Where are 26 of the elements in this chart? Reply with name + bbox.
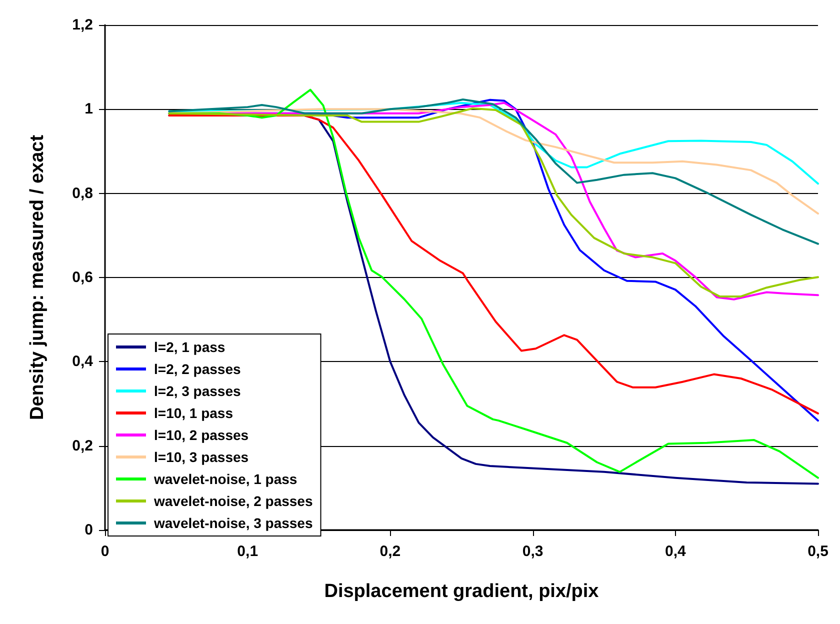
y-tick-label: 0,6 xyxy=(72,269,93,286)
x-axis-title: Displacement gradient, pix/pix xyxy=(324,581,600,602)
y-tick-label: 0 xyxy=(84,522,93,538)
legend-label: l=2, 1 pass xyxy=(154,339,226,355)
legend-label: l=2, 3 passes xyxy=(154,383,242,399)
line-series xyxy=(168,98,819,245)
legend-label: l=10, 1 pass xyxy=(154,405,234,421)
y-tick-label: 0,2 xyxy=(72,437,93,454)
x-tick-label: 0,4 xyxy=(664,543,686,560)
legend-label: l=10, 2 passes xyxy=(154,427,249,443)
legend-label: wavelet-noise, 1 pass xyxy=(153,471,298,487)
y-axis-title: Density jump: measured / exact xyxy=(27,134,48,420)
legend-label: l=2, 2 passes xyxy=(154,361,242,377)
legend-label: l=10, 3 passes xyxy=(154,449,249,465)
x-tick-label: 0,5 xyxy=(808,543,828,560)
legend-label: wavelet-noise, 2 passes xyxy=(153,493,313,509)
y-tick-label: 0,4 xyxy=(72,353,94,370)
legend-label: wavelet-noise, 3 passes xyxy=(153,515,313,531)
x-tick-label: 0,2 xyxy=(380,543,401,560)
line-series xyxy=(168,102,819,185)
x-tick-label: 0,3 xyxy=(522,543,544,560)
y-tick-label: 1,2 xyxy=(72,16,93,34)
x-tick-label: 0 xyxy=(100,543,110,560)
x-tick-label: 0,1 xyxy=(237,543,258,560)
y-tick-label: 1 xyxy=(84,100,93,118)
y-tick-label: 0,8 xyxy=(72,184,93,202)
